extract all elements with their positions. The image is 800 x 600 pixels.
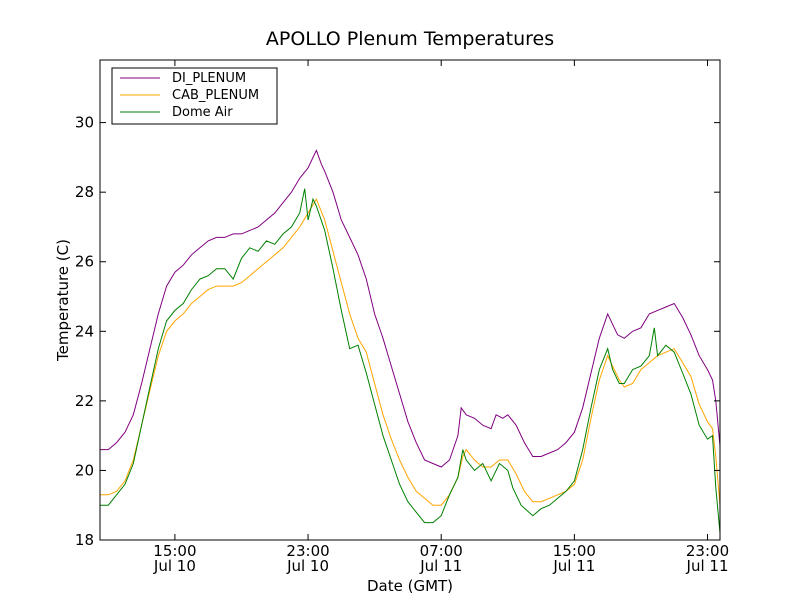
x-tick-label-date: Jul 11: [686, 557, 729, 575]
y-tick-label: 30: [75, 114, 94, 132]
x-tick-label-date: Jul 10: [286, 557, 329, 575]
y-tick-label: 24: [75, 322, 94, 340]
legend-label: CAB_PLENUM: [172, 88, 259, 103]
y-tick-label: 18: [75, 531, 94, 549]
y-tick-label: 28: [75, 183, 94, 201]
y-tick-label: 20: [75, 461, 94, 479]
y-axis: 18 20 22 24 26 28 30: [75, 114, 720, 549]
series-line-cab-plenum: [100, 197, 720, 506]
x-tick-label-time: 23:00: [686, 542, 729, 560]
plot-area: [100, 60, 720, 540]
x-tick-label-time: 23:00: [286, 542, 329, 560]
series-line-di-plenum: [100, 149, 720, 468]
legend-box: [111, 67, 278, 125]
series-line-dome-air: [100, 188, 720, 534]
plot-frame: [99, 59, 721, 541]
x-tick-label-date: Jul 11: [419, 557, 462, 575]
x-tick-label-date: Jul 11: [552, 557, 595, 575]
series-group: [100, 149, 720, 534]
y-tick-label: 26: [75, 253, 94, 271]
x-tick-label-date: Jul 10: [153, 557, 196, 575]
x-tick-label-time: 07:00: [420, 542, 463, 560]
legend-label: DI_PLENUM: [172, 71, 246, 86]
legend: DI_PLENUM CAB_PLENUM Dome Air: [111, 67, 278, 125]
x-tick-label-time: 15:00: [553, 542, 596, 560]
y-axis-label: Temperature (C): [54, 239, 72, 362]
y-tick-label: 22: [75, 392, 94, 410]
x-tick-label-time: 15:00: [153, 542, 196, 560]
chart-title: APOLLO Plenum Temperatures: [266, 28, 554, 50]
legend-label: Dome Air: [172, 105, 233, 120]
x-axis-label: Date (GMT): [367, 577, 453, 595]
